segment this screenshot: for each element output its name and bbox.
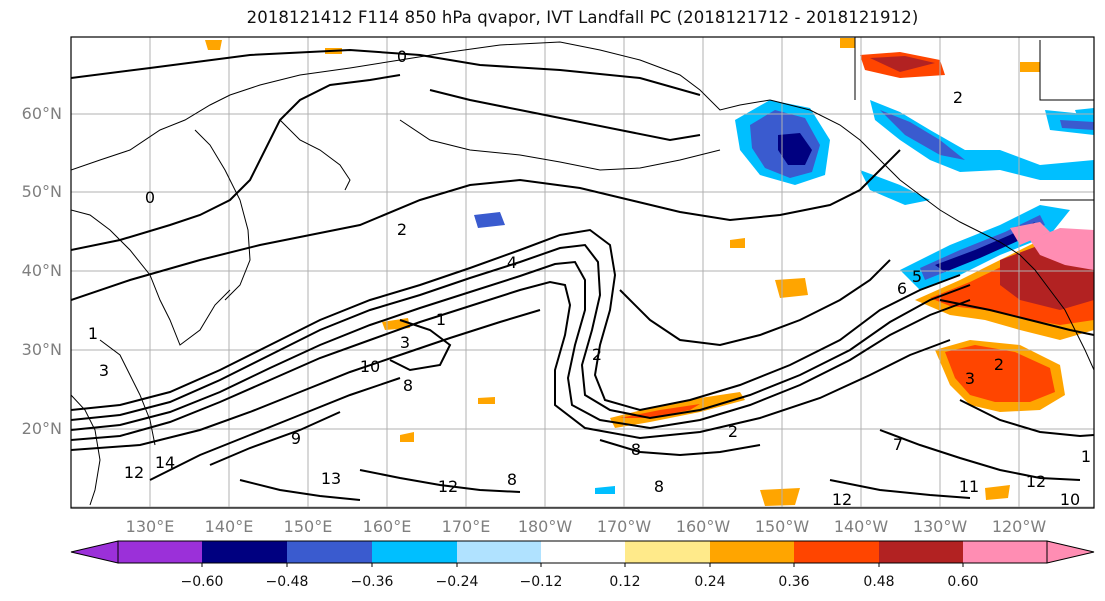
graticule [71,37,1094,508]
contour-label: 2 [953,88,963,107]
contour-label: 11 [959,477,979,496]
contour-label: 3 [99,361,109,380]
colorbar-over-arrow [1046,540,1095,564]
contour-label: 9 [291,429,301,448]
lat-label: 60°N [21,104,62,123]
lat-label: 20°N [21,419,62,438]
colorbar-tick-label: 0.60 [947,574,979,590]
contour-label: 3 [965,369,975,388]
coastlines [71,37,1094,506]
contour-label: 2 [592,345,602,364]
colorbar-bin [287,541,372,563]
colorbar-bin [372,541,457,563]
colorbar-bin [118,541,202,563]
contour-label: 8 [507,470,517,489]
contour-label: 8 [631,440,641,459]
colorbar-bin [202,541,287,563]
colorbar-bin [794,541,879,563]
lon-label: 180°W [517,517,573,536]
colorbar [70,540,1095,567]
lat-label: 50°N [21,182,62,201]
lon-label: 130°W [912,517,968,536]
contour-label: 12 [124,463,144,482]
contour-labels: 0 0 2 4 1 3 10 8 2 6 5 2 3 8 9 13 14 12 … [88,47,1091,509]
contour-label: 5 [912,267,922,286]
colorbar-tick-label: −0.24 [435,574,479,590]
contour-label: 6 [897,279,907,298]
contour-lines [71,48,1094,501]
lon-label: 150°W [754,517,810,536]
shaded-anomaly-fields [205,38,1094,506]
figure-title: 2018121412 F114 850 hPa qvapor, IVT Land… [246,8,919,27]
contour-label: 7 [893,435,903,454]
colorbar-bin [457,541,541,563]
contour-label: 14 [155,453,175,472]
contour-label: 10 [1060,490,1080,509]
lat-label: 40°N [21,261,62,280]
contour-label: 1 [1081,447,1091,466]
contour-label: 10 [360,357,380,376]
colorbar-bin [879,541,963,563]
lon-label: 130°E [125,517,175,536]
colorbar-frame [117,540,1048,564]
lon-label: 160°E [362,517,412,536]
contour-label: 12 [1026,472,1046,491]
contour-label: 4 [507,253,517,272]
colorbar-tick-label: −0.36 [350,574,394,590]
lon-label: 150°E [283,517,333,536]
lon-label: 170°W [596,517,652,536]
colorbar-under-arrow [70,540,119,564]
contour-label: 12 [438,477,458,496]
lon-label: 170°E [441,517,491,536]
colorbar-tick-label: 0.36 [778,574,810,590]
lon-label: 140°E [204,517,254,536]
colorbar-tick-label: 0.12 [609,574,641,590]
contour-label: 2 [397,220,407,239]
contour-label: 8 [403,376,413,395]
colorbar-tick-label: −0.48 [265,574,309,590]
contour-label: 8 [654,477,664,496]
lon-label: 160°W [675,517,731,536]
contour-label: 1 [436,310,446,329]
colorbar-bin [625,541,710,563]
contour-label: 13 [321,469,341,488]
contour-label: 0 [397,47,407,66]
colorbar-tick-label: −0.12 [519,574,563,590]
contour-label: 0 [145,188,155,207]
contour-label: 2 [994,355,1004,374]
contour-label: 2 [728,422,738,441]
colorbar-tick-label: 0.24 [694,574,726,590]
colorbar-bin [710,541,794,563]
colorbar-tick-label: 0.48 [863,574,895,590]
colorbar-tick-label: −0.60 [180,574,224,590]
lat-label: 30°N [21,340,62,359]
lon-label: 120°W [991,517,1047,536]
lon-label: 140°W [833,517,889,536]
map-frame [70,36,1095,509]
colorbar-bin [541,541,625,563]
contour-label: 1 [88,324,98,343]
contour-label: 12 [832,490,852,509]
contour-label: 3 [400,333,410,352]
colorbar-bin [963,541,1047,563]
